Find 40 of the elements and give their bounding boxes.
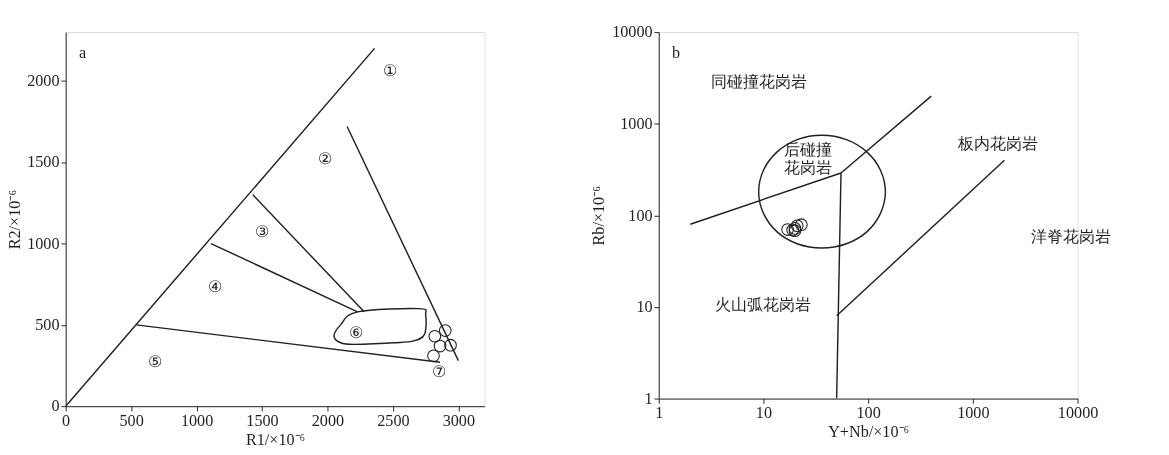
annotation: 花岗岩 bbox=[784, 158, 833, 176]
annotation: 板内花岗岩 bbox=[957, 134, 1039, 152]
x-tick-label: 1000 bbox=[957, 404, 990, 422]
x-tick-label: 10 bbox=[755, 404, 773, 422]
x-tick-label: 1 bbox=[655, 404, 664, 422]
x-tick-label: 1500 bbox=[246, 411, 279, 429]
annotation: ⑥ bbox=[349, 323, 364, 341]
y-tick-label: 1500 bbox=[27, 153, 60, 171]
annotation: ⑦ bbox=[431, 362, 446, 380]
x-tick-label: 1000 bbox=[180, 411, 214, 429]
y-tick-label: 10000 bbox=[612, 23, 653, 41]
annotation: 洋脊花岗岩 bbox=[1030, 227, 1111, 245]
y-tick-label: 500 bbox=[35, 316, 60, 334]
text: b bbox=[672, 43, 681, 61]
y-axis-title: Rb/×10⁻⁶ bbox=[590, 186, 608, 246]
annotation: ⑤ bbox=[147, 353, 162, 371]
annotation: ③ bbox=[255, 223, 270, 240]
annotation: 同碰撞花岗岩 bbox=[710, 73, 807, 91]
x-tick-label: 2500 bbox=[377, 411, 410, 429]
y-tick-label: 1000 bbox=[27, 234, 60, 252]
annotation: 火山弧花岗岩 bbox=[715, 296, 812, 314]
annotation: ② bbox=[317, 149, 332, 167]
x-tick-label: 3000 bbox=[442, 411, 476, 429]
y-tick-label: 2000 bbox=[27, 72, 60, 90]
y-tick-label: 10 bbox=[636, 298, 653, 316]
x-tick-label: 100 bbox=[856, 404, 881, 422]
y-tick-label: 100 bbox=[628, 206, 653, 224]
x-tick-label: 2000 bbox=[311, 411, 345, 429]
x-tick-label: 10000 bbox=[1057, 404, 1099, 422]
y-axis-title: R2/×10⁻⁶ bbox=[5, 189, 23, 250]
annotation: ④ bbox=[207, 278, 222, 296]
x-tick-label: 0 bbox=[62, 411, 71, 429]
y-tick-label: 1 bbox=[644, 389, 653, 407]
annotation: 后碰撞 bbox=[784, 140, 833, 158]
annotation: ① bbox=[383, 61, 398, 79]
x-axis-title: Y+Nb/×10⁻⁶ bbox=[828, 423, 910, 441]
x-axis-title: R1/×10⁻⁶ bbox=[245, 430, 306, 448]
x-tick-label: 500 bbox=[119, 411, 144, 429]
y-tick-label: 1000 bbox=[620, 114, 653, 132]
text: a bbox=[79, 43, 87, 61]
